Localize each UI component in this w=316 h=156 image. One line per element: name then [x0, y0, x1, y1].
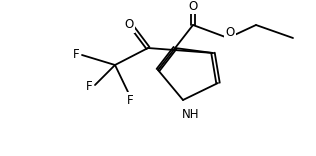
Text: NH: NH — [182, 108, 200, 121]
Text: O: O — [225, 27, 234, 39]
Text: F: F — [73, 49, 79, 61]
Text: O: O — [125, 19, 134, 32]
Text: O: O — [188, 0, 198, 12]
Text: F: F — [86, 80, 92, 93]
Text: F: F — [127, 93, 133, 107]
